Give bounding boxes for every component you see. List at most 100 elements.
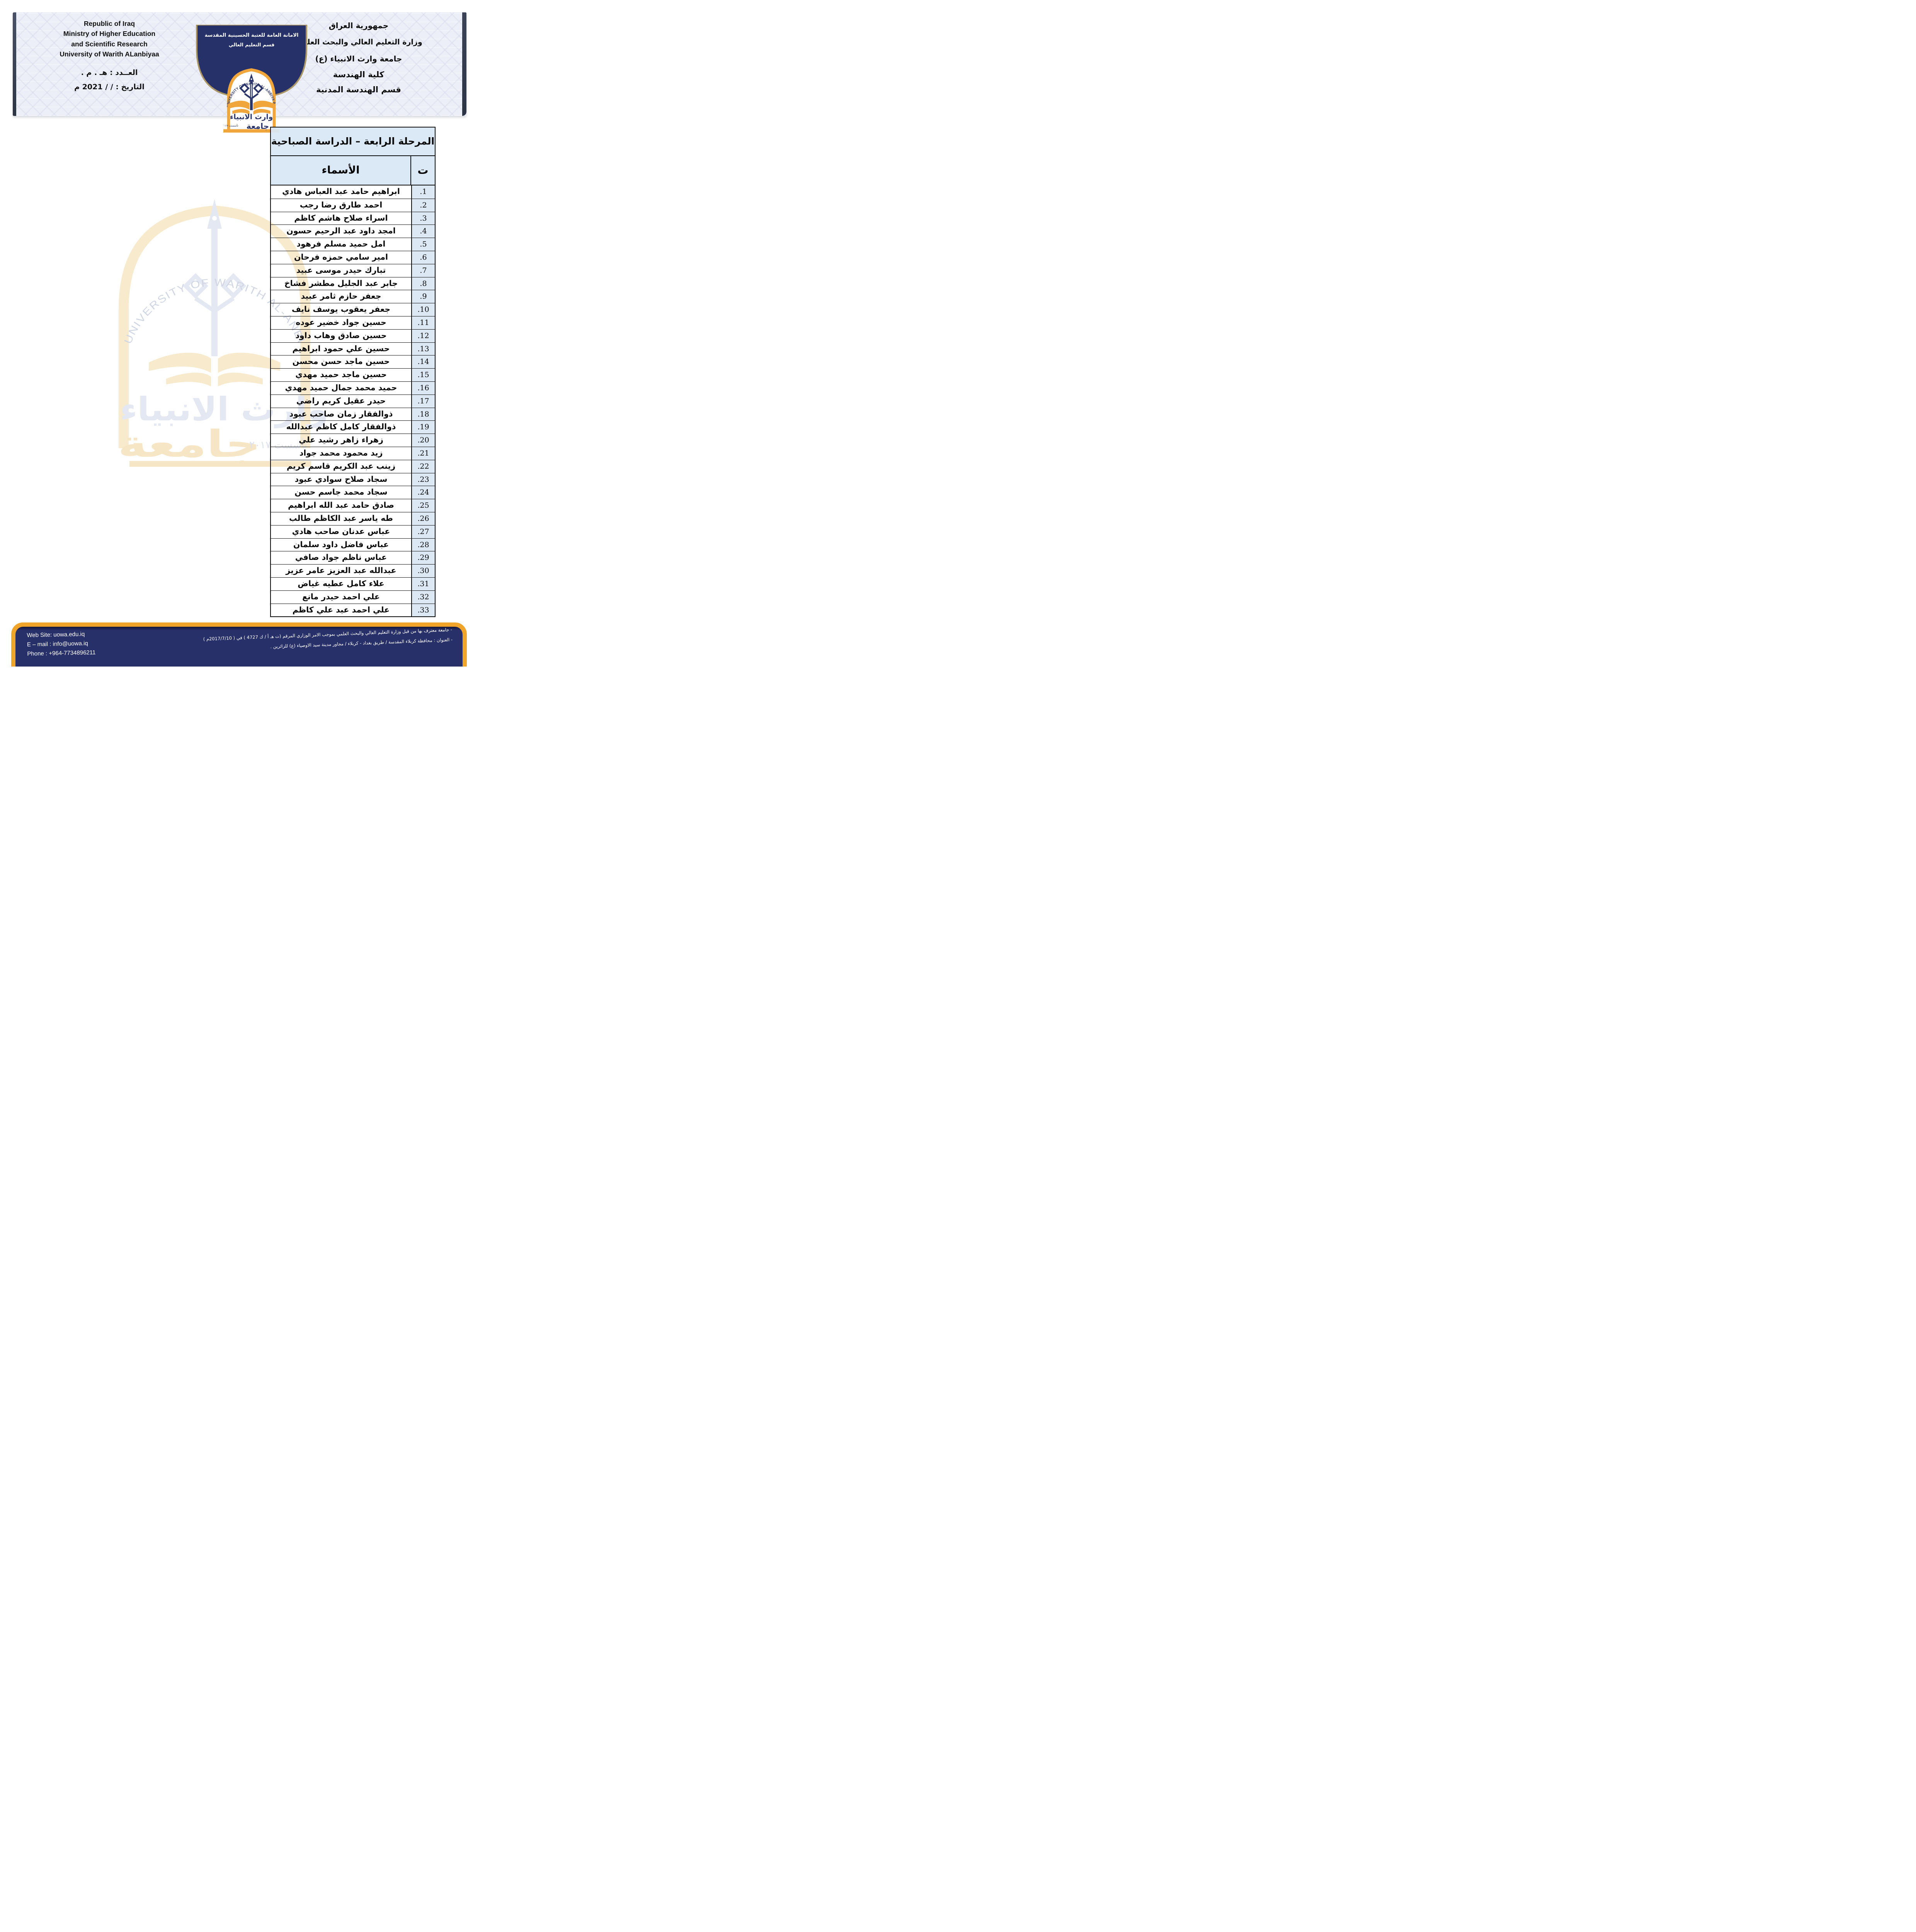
student-name-cell: علاء كامل عطيه غياض (298, 578, 385, 588)
watermark-knot-icon (182, 273, 247, 313)
table-row: 22. زينب عبد الكريم قاسم كريم (271, 459, 435, 473)
table-row: 13. حسين علي حمود ابراهيم (271, 342, 435, 355)
student-name-cell: جابر عبد الجليل مطشر فشاخ (284, 278, 398, 288)
student-name-cell: حسين علي حمود ابراهيم (292, 344, 390, 353)
ministry-english-line: Ministry of Higher Education (63, 30, 156, 38)
table-row: 30. عبدالله عبد العزيز عامر عزيز (271, 564, 435, 577)
table-row: 14. حسين ماجد حسن محسن (271, 355, 435, 369)
row-number-cell: 20. (411, 434, 435, 447)
table-row: 23. سجاد صلاح سوادي عبود (271, 473, 435, 486)
student-name-cell: حسين ماجد حميد مهدي (295, 370, 387, 379)
row-number-cell: 15. (411, 369, 435, 381)
table-row: 1. ابراهيم حامد عبد العباس هادي (271, 185, 435, 199)
header-left-block: Republic of Iraq Ministry of Higher Educ… (30, 19, 189, 91)
row-number-cell: 26. (411, 512, 435, 525)
table-header-row: ت الأسماء (271, 156, 435, 185)
row-number-cell: 10. (411, 303, 435, 316)
student-name-cell: علي احمد عبد علي كاظم (292, 605, 390, 614)
student-name-cell: ابراهيم حامد عبد العباس هادي (282, 187, 400, 196)
table-row: 11. حسين جواد خضير عوده (271, 316, 435, 329)
table-row: 7. تبارك حيدر موسى عبيد (271, 264, 435, 277)
letterhead-banner: Republic of Iraq Ministry of Higher Educ… (13, 12, 466, 133)
table-row: 21. زيد محمود محمد جواد (271, 446, 435, 460)
ministry-english-line: Republic of Iraq (83, 20, 135, 27)
student-name-cell: عباس ناظم جواد صافي (295, 553, 387, 562)
table-row: 15. حسين ماجد حميد مهدي (271, 368, 435, 381)
banner-left-edge-shadow (13, 12, 16, 116)
row-number-cell: 22. (411, 460, 435, 473)
row-number-cell: 5. (411, 238, 435, 251)
row-number-cell: 17. (411, 395, 435, 408)
watermark-pen-body-icon (211, 229, 218, 356)
student-name-cell: زهراء زاهر رشيد علي (299, 435, 383, 445)
row-number-cell: 21. (411, 447, 435, 460)
footer-notes-block: - جامعة معترف بها من قبل وزارة التعليم ا… (195, 627, 453, 657)
row-number-cell: 32. (411, 590, 435, 604)
watermark-jamia-ar: جامعة (118, 422, 261, 466)
row-number-cell: 8. (411, 277, 435, 290)
table-row: 20. زهراء زاهر رشيد علي (271, 434, 435, 447)
table-row: 26. طه ياسر عبد الكاظم طالب (271, 512, 435, 525)
watermark-pen-nib-icon (207, 199, 222, 229)
table-row: 25. صادق حامد عبد الله ابراهيم (271, 499, 435, 512)
table-row: 24. سجاد محمد جاسم حسن (271, 486, 435, 499)
knot-icon (239, 83, 264, 99)
pen-hole-icon (250, 78, 252, 80)
shrine-line1: الامانة العامة للعتبة الحسينية المقدسة (204, 32, 299, 38)
student-name-cell: زينب عبد الكريم قاسم كريم (286, 461, 396, 471)
logo-jamia-ar: جامعة (247, 121, 269, 131)
row-number-cell: 19. (411, 421, 435, 434)
ministry-english-line: and Scientific Research (71, 40, 148, 48)
table-row: 6. امير سامي حمزه فرحان (271, 250, 435, 264)
table-row: 33. علي احمد عبد علي كاظم (271, 603, 435, 617)
student-name-cell: طه ياسر عبد الكاظم طالب (289, 513, 393, 523)
document-number-line: العــدد : هـ . م . (81, 68, 138, 77)
row-number-cell: 3. (411, 212, 435, 225)
row-number-cell: 23. (411, 473, 435, 486)
ministry-ar: وزارة التعليم العالي والبحث العلمي (295, 38, 422, 46)
banner-right-edge-shadow (462, 12, 466, 116)
table-row: 8. جابر عبد الجليل مطشر فشاخ (271, 277, 435, 290)
footer-phone: Phone : +964-7734896211 (27, 649, 96, 657)
table-row: 32. علي احمد حيدر مانع (271, 590, 435, 604)
logo-founded-text: تأسست ٢٠١٧ (223, 124, 238, 128)
table-row: 31. علاء كامل عطيه غياض (271, 577, 435, 590)
open-book-icon (228, 100, 275, 115)
table-row: 17. حيدر عقيل كريم راضي (271, 394, 435, 408)
row-number-cell: 13. (411, 342, 435, 355)
footer-band: Web Site: uowa.edu.iq E – mail : info@uo… (11, 622, 467, 667)
document-date-line: التاريخ : / / 2021 م (74, 83, 145, 91)
column-header-names: الأسماء (322, 164, 360, 176)
document-page: Republic of Iraq Ministry of Higher Educ… (0, 0, 479, 678)
student-name-cell: احمد طارق رضا رجب (299, 200, 383, 209)
student-name-cell: سجاد محمد جاسم حسن (294, 487, 388, 497)
pen-nib-icon (248, 73, 254, 82)
table-row: 29. عباس ناظم جواد صافي (271, 551, 435, 565)
row-number-cell: 29. (411, 551, 435, 565)
student-name-cell: زيد محمود محمد جواد (299, 448, 383, 457)
student-name-cell: امل حميد مسلم فرهود (296, 239, 386, 249)
header-right-block: جمهورية العراق وزارة التعليم العالي والب… (276, 21, 442, 94)
student-name-cell: حسين صادق وهاب داود (295, 330, 387, 340)
row-number-cell: 9. (411, 290, 435, 303)
row-number-cell: 6. (411, 251, 435, 264)
college-ar: كلية الهندسة (333, 70, 385, 79)
student-name-cell: تبارك حيدر موسى عبيد (296, 265, 386, 275)
republic-of-iraq-ar: جمهورية العراق (328, 21, 389, 30)
shrine-emblem-text: الامانة العامة للعتبة الحسينية المقدسة ق… (195, 32, 308, 48)
table-row: 18. ذوالفقار زمان صاحب عبود (271, 407, 435, 421)
student-name-cell: جعفر يعقوب يوسف نايف (291, 304, 391, 314)
footer-contact-block: Web Site: uowa.edu.iq E – mail : info@uo… (27, 631, 95, 660)
row-number-cell: 25. (411, 499, 435, 512)
logo-name-ar: وارث الانبياء (230, 113, 273, 121)
students-table: المرحلة الرابعة – الدراسة الصباحية ت الأ… (270, 127, 436, 617)
student-name-cell: امير سامي حمزه فرحان (294, 252, 388, 262)
student-name-cell: حيدر عقيل كريم راضي (296, 396, 386, 405)
row-number-cell: 4. (411, 225, 435, 238)
table-row: 2. احمد طارق رضا رجب (271, 198, 435, 212)
student-name-cell: حميد محمد جمال حميد مهدي (285, 383, 397, 392)
university-logo-icon: UNIVERSITY OF WARITH AL-ANBIYA'A وارث ال… (223, 68, 279, 133)
footer-website: Web Site: uowa.edu.iq (27, 631, 85, 639)
student-name-cell: سجاد صلاح سوادي عبود (294, 474, 388, 484)
table-row: 19. ذوالفقار كامل كاظم عبدالله (271, 420, 435, 434)
